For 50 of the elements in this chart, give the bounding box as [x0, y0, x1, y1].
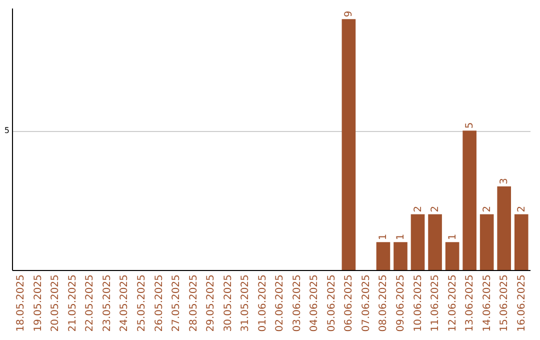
bar: [497, 186, 512, 270]
x-tick-label: 12.06.2025: [447, 274, 458, 332]
x-tick-label: 07.06.2025: [360, 274, 372, 332]
x-tick-label: 28.05.2025: [188, 274, 200, 332]
x-tick-label: 04.06.2025: [309, 274, 320, 332]
x-tick-label: 22.05.2025: [84, 274, 96, 332]
x-tick-label: 03.06.2025: [292, 274, 303, 332]
x-tick-label: 23.05.2025: [102, 274, 113, 332]
bar: [514, 214, 528, 270]
x-tick-label: 08.06.2025: [378, 274, 390, 332]
x-tick-label: 05.06.2025: [326, 274, 338, 332]
bar: [445, 242, 460, 270]
bar: [394, 242, 408, 270]
data-label: 2: [516, 206, 528, 212]
x-tick-label: 31.05.2025: [240, 274, 252, 332]
bar: [342, 19, 356, 270]
data-label: 5: [464, 122, 476, 129]
x-tick-label: 18.05.2025: [16, 274, 27, 332]
data-label: 9: [344, 10, 355, 18]
x-tick-label: 30.05.2025: [222, 274, 234, 332]
data-label: 2: [430, 206, 442, 212]
x-tick-label: 09.06.2025: [396, 274, 406, 332]
x-tick-label: 13.06.2025: [464, 274, 476, 332]
x-tick-label: 19.05.2025: [32, 274, 44, 332]
data-label: 2: [482, 206, 493, 212]
bar: [376, 242, 390, 270]
x-tick-label: 01.06.2025: [257, 274, 268, 332]
x-tick-label: 15.06.2025: [499, 274, 510, 332]
x-tick-label: 29.05.2025: [206, 274, 217, 332]
bar: [410, 214, 425, 270]
x-tick-label: 14.06.2025: [482, 274, 493, 332]
x-tick-label: 26.05.2025: [154, 274, 165, 332]
x-tick-label: 10.06.2025: [412, 274, 424, 332]
x-tick-label: 21.05.2025: [67, 274, 78, 332]
data-label: 2: [412, 206, 424, 212]
data-label: 3: [499, 178, 510, 184]
data-label: 1: [396, 234, 406, 240]
bar: [428, 214, 442, 270]
x-tick-label: 27.05.2025: [171, 274, 182, 332]
data-label: 1: [447, 234, 458, 240]
data-label: 1: [378, 234, 390, 240]
x-tick-label: 11.06.2025: [430, 274, 442, 332]
x-tick-label: 02.06.2025: [274, 274, 286, 332]
x-tick-label: 24.05.2025: [119, 274, 130, 332]
bar: [480, 214, 494, 270]
x-tick-label: 16.06.2025: [516, 274, 528, 332]
x-tick-label: 20.05.2025: [50, 274, 62, 332]
x-tick-label: 06.06.2025: [344, 274, 355, 332]
x-tick-label: 25.05.2025: [136, 274, 148, 332]
bar: [462, 130, 476, 270]
